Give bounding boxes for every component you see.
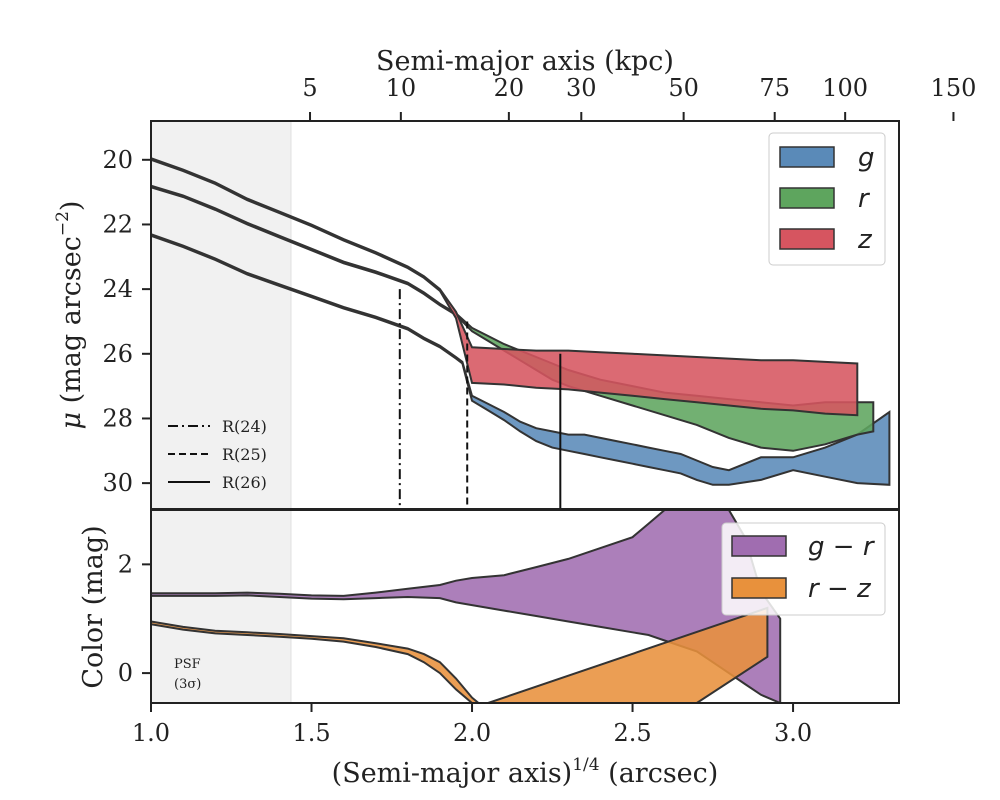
legend-label-g: g — [858, 143, 875, 173]
legend-label-r: r — [858, 184, 871, 214]
x-tick-label: 2.0 — [453, 719, 491, 747]
legend-swatch-r-z — [731, 577, 787, 599]
legend-swatch-g-r — [731, 535, 787, 557]
top-y-axis-label: μ (mag arcsec−2) — [53, 201, 87, 430]
top-tick-label: 150 — [931, 74, 977, 102]
bottom-y-axis-label: Color (mag) — [78, 525, 109, 688]
band-gr — [151, 510, 782, 703]
x-tick-label: 1.0 — [132, 719, 170, 747]
band-r — [151, 184, 875, 452]
radius-lines — [398, 289, 562, 509]
legend-label-r26: R(26) — [222, 473, 267, 492]
surface-brightness-bands — [151, 157, 891, 486]
y-tick-label: 24 — [102, 275, 133, 303]
y-axis-unit: (mag arcsec — [56, 236, 87, 412]
x-axis-label-main: (Semi-major axis) — [332, 758, 573, 789]
color-y-tick-label: 0 — [118, 659, 133, 687]
x-tick-label: 2.5 — [613, 719, 651, 747]
legend-label-r-z: r − z — [808, 574, 872, 604]
legend-label-g-r: g − r — [808, 532, 876, 562]
y-axis-close: ) — [56, 201, 87, 212]
band-g — [151, 233, 891, 486]
radius-legend: R(24) R(25) R(26) — [168, 417, 267, 492]
legend-label-r25: R(25) — [222, 445, 267, 464]
x-axis-label-sup: 1/4 — [572, 755, 599, 775]
psf-region-top — [151, 121, 291, 509]
band-rz-extension — [487, 606, 769, 703]
bottom-panel-frame — [150, 509, 900, 704]
band-z — [151, 157, 859, 417]
y-tick-label: 20 — [102, 146, 133, 174]
y-tick-label: 28 — [102, 404, 133, 432]
psf-sigma-label: (3σ) — [174, 677, 201, 692]
color-bands — [151, 510, 782, 703]
y-tick-label: 30 — [102, 469, 133, 497]
psf-region-bottom — [151, 510, 291, 703]
top-axis-label: Semi-major axis (kpc) — [376, 46, 674, 77]
legend-label-r24: R(24) — [222, 417, 267, 436]
legend-label-z: z — [857, 225, 873, 255]
top-tick-label: 5 — [302, 74, 317, 102]
top-tick-label: 50 — [668, 74, 699, 102]
x-axis-label-unit: (arcsec) — [600, 758, 719, 789]
psf-label: PSF — [174, 657, 201, 672]
bottom-legend: g − r r − z — [721, 522, 886, 616]
y-tick-label: 22 — [102, 210, 133, 238]
y-tick-label: 26 — [102, 340, 133, 368]
x-tick-label: 3.0 — [774, 719, 812, 747]
top-legend: g r z — [768, 132, 886, 266]
legend-swatch-r — [779, 187, 835, 209]
top-tick-label: 20 — [494, 74, 525, 102]
top-tick-label: 100 — [822, 74, 868, 102]
color-y-tick-label: 2 — [118, 550, 133, 578]
band-rz — [151, 620, 481, 703]
top-tick-label: 30 — [566, 74, 597, 102]
y-axis-sup: −2 — [53, 211, 73, 236]
top-tick-label: 10 — [386, 74, 417, 102]
x-tick-label: 1.5 — [292, 719, 330, 747]
x-axis-label: (Semi-major axis)1/4 (arcsec) — [332, 755, 719, 789]
top-tick-label: 75 — [759, 74, 790, 102]
legend-swatch-z — [779, 228, 835, 250]
y-axis-mu: μ — [56, 412, 87, 430]
legend-swatch-g — [779, 146, 835, 168]
